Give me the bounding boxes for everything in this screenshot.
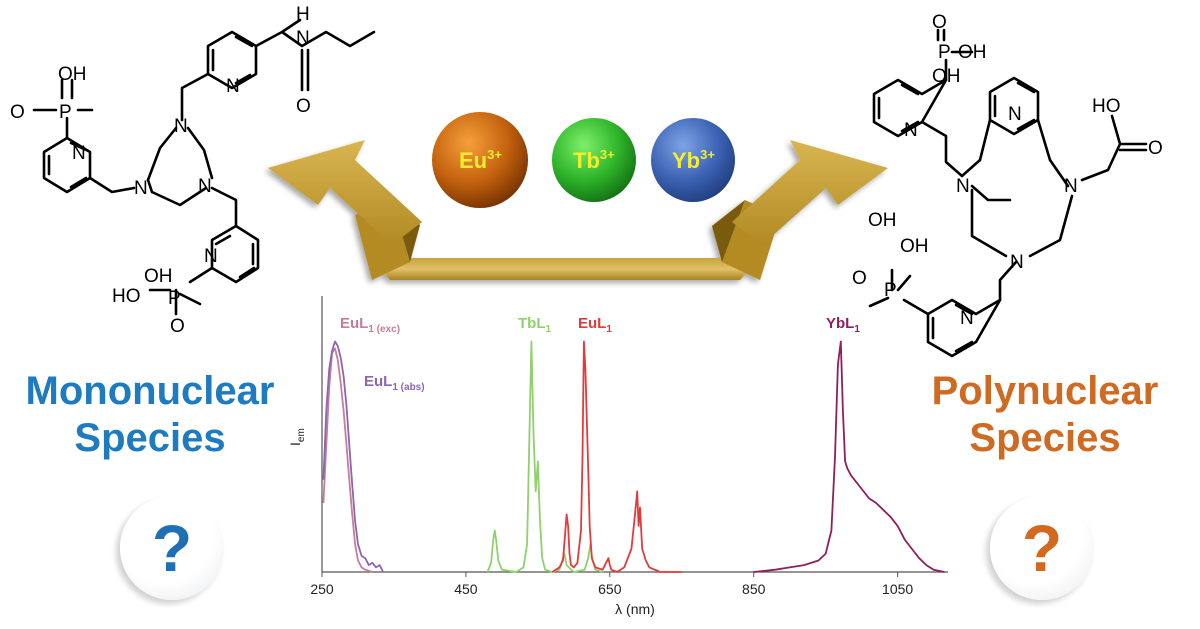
question-bubble-left: ?	[120, 496, 224, 600]
series-line-4	[753, 340, 945, 573]
question-mark-left: ?	[151, 511, 193, 585]
atom-n: N	[956, 176, 970, 197]
y-axis-label: Iem	[287, 428, 307, 446]
atom-o: O	[170, 316, 185, 337]
series-line-2	[486, 340, 603, 573]
x-tick-label: 850	[742, 581, 766, 597]
x-tick-label: 450	[454, 581, 478, 597]
ion-label-eu: Eu3+	[459, 147, 502, 173]
atom-n: N	[134, 178, 148, 199]
series-line-0	[322, 347, 373, 573]
atom-p: P	[168, 288, 181, 309]
atom-n: N	[226, 76, 240, 97]
x-tick-label: 1050	[882, 581, 913, 597]
atom-o: O	[852, 268, 867, 289]
atom-ho: HO	[1092, 96, 1121, 117]
series-label-3: EuL1	[578, 315, 612, 335]
series-line-3	[551, 340, 682, 573]
atom-oh: OH	[932, 66, 961, 87]
atom-oh: OH	[868, 210, 897, 231]
ion-yb: Yb3+	[651, 118, 735, 202]
atom-oh: OH	[958, 42, 987, 63]
ion-label-tb: Tb3+	[573, 147, 615, 173]
atom-n: N	[1010, 252, 1024, 273]
ion-sphere-tb	[552, 118, 636, 202]
series-label-2: TbL1	[518, 315, 552, 335]
atom-n: N	[296, 28, 310, 49]
series-line-1	[322, 340, 384, 573]
double-headed-arrow	[268, 140, 888, 280]
atom-h: H	[296, 4, 310, 25]
question-bubble-right: ?	[990, 496, 1094, 600]
series-label-0: EuL1 (exc)	[340, 315, 400, 335]
atom-n: N	[198, 176, 212, 197]
atom-p: P	[884, 280, 897, 301]
question-mark-right: ?	[1021, 511, 1063, 585]
atom-p: P	[938, 42, 951, 63]
atom-n: N	[72, 143, 86, 164]
atom-n: N	[1064, 176, 1078, 197]
series-label-1: EuL1 (abs)	[364, 373, 425, 393]
atom-n: N	[174, 116, 188, 137]
atom-oh: OH	[900, 236, 929, 257]
atom-n: N	[904, 120, 918, 141]
series-label-4: YbL1	[826, 315, 860, 335]
ion-eu: Eu3+	[432, 112, 528, 208]
ion-label-yb: Yb3+	[672, 147, 715, 173]
atom-n: N	[1008, 104, 1022, 125]
polynuclear-species-title: Polynuclear Species	[890, 368, 1200, 462]
mononuclear-title-line1: Mononuclear	[25, 369, 275, 413]
atom-oh: OH	[144, 266, 173, 287]
emission-spectrum-chart: 250 450 650 850 1050 λ (nm) Iem EuL1 (exc) EuL1 …	[287, 296, 948, 617]
x-tick-label: 650	[598, 581, 622, 597]
ion-tb: Tb3+	[552, 118, 636, 202]
atom-o: O	[10, 102, 25, 123]
polynuclear-title-line2: Species	[969, 416, 1121, 460]
atom-oh: OH	[58, 64, 87, 85]
atom-p: P	[59, 102, 72, 123]
mononuclear-ligand-structure	[32, 18, 376, 316]
atom-n: N	[960, 308, 974, 329]
atom-ho: HO	[112, 286, 141, 307]
x-axis-label: λ (nm)	[615, 601, 655, 617]
mononuclear-ligand-atoms: O P OH N N N N N H N O N OH HO P O	[10, 4, 311, 337]
atom-n: N	[204, 246, 218, 267]
polynuclear-ligand-structure	[868, 28, 1148, 358]
atom-o: O	[932, 12, 947, 33]
atom-o: O	[1148, 138, 1163, 159]
lanthanide-ions: Eu3+ Tb3+ Yb3+	[432, 112, 735, 208]
ion-sphere-eu	[432, 112, 528, 208]
x-tick-label: 250	[310, 581, 334, 597]
mononuclear-species-title: Mononuclear Species	[0, 368, 300, 462]
mononuclear-title-line2: Species	[74, 416, 226, 460]
polynuclear-title-line1: Polynuclear	[931, 369, 1159, 413]
polynuclear-ligand-atoms: O P OH OH N N N N N HO O N OH OH O P	[852, 12, 1163, 329]
atom-o: O	[296, 96, 311, 117]
ion-sphere-yb	[651, 118, 735, 202]
